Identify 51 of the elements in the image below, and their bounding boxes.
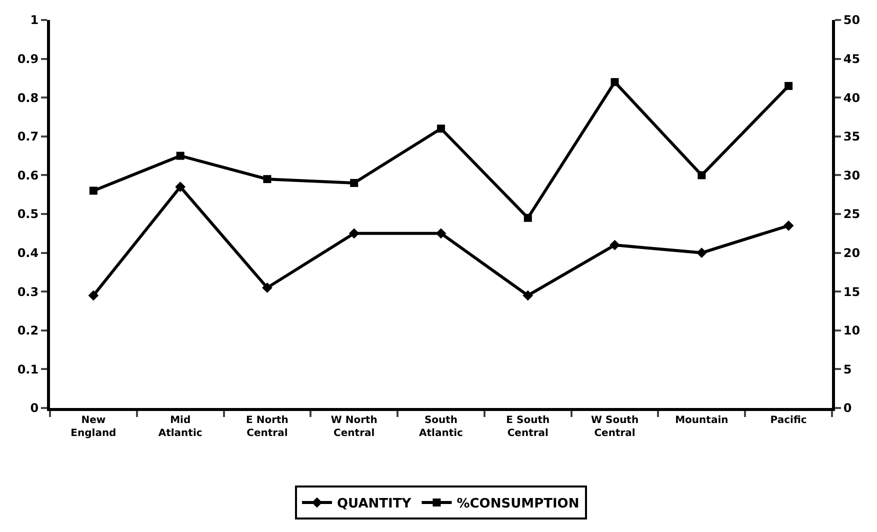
y-tick-label: 0.6 (17, 168, 39, 182)
y-tick-label: 1 (30, 13, 39, 28)
y-tick-label: 0.2 (17, 324, 39, 338)
x-tick-label: New England (70, 415, 116, 439)
y-tick-label: 0.8 (17, 90, 39, 105)
point (696, 248, 707, 258)
point (88, 290, 99, 301)
y-tick-label: 0.5 (17, 207, 39, 222)
y-tick-label: 0.9 (17, 52, 39, 66)
y2-tick-label: 5 (843, 362, 852, 376)
point (436, 228, 446, 239)
y2-tick-label: 10 (843, 324, 860, 338)
y2-tick-label: 0 (843, 401, 852, 416)
y2-tick-label: 40 (843, 90, 860, 105)
x-tick-label: Mid Atlantic (158, 415, 202, 439)
point (610, 240, 620, 250)
y-tick-label: 0.4 (17, 246, 39, 260)
x-tick-label: Mountain (675, 415, 728, 426)
y-tick-label: 0 (30, 401, 39, 416)
point (784, 82, 793, 90)
point (348, 228, 360, 239)
point (89, 186, 98, 195)
y2-tick-label: 30 (843, 168, 860, 182)
point (263, 175, 272, 184)
y2-tick-label: 35 (843, 130, 860, 144)
x-tick-label: W South Central (590, 415, 639, 439)
x-tick-label: South Atlantic (419, 415, 464, 439)
point (350, 178, 358, 187)
point (262, 282, 272, 293)
y2-tick-label: 50 (843, 13, 860, 28)
x-tick-label: Pacific (770, 415, 807, 426)
y2-tick-label: 20 (843, 246, 860, 260)
x-tick-label: E South Central (506, 415, 550, 439)
point (698, 171, 706, 180)
legend-label: %CONSUMPTION (456, 496, 580, 512)
point (783, 220, 794, 231)
point (522, 290, 534, 301)
point (610, 78, 619, 86)
legend-label: QUANTITY (337, 496, 412, 512)
point (176, 152, 184, 160)
x-tick-label: E North Central (246, 415, 288, 439)
y2-tick-label: 15 (843, 284, 860, 299)
y-tick-label: 0.3 (17, 284, 39, 299)
point (524, 214, 532, 222)
point (175, 182, 186, 192)
y2-tick-label: 45 (843, 52, 860, 66)
y-tick-label: 0.1 (17, 362, 39, 376)
y-tick-label: 0.7 (17, 130, 39, 144)
y2-tick-label: 25 (843, 207, 860, 222)
x-tick-label: W North Central (330, 415, 378, 439)
point (437, 124, 445, 133)
